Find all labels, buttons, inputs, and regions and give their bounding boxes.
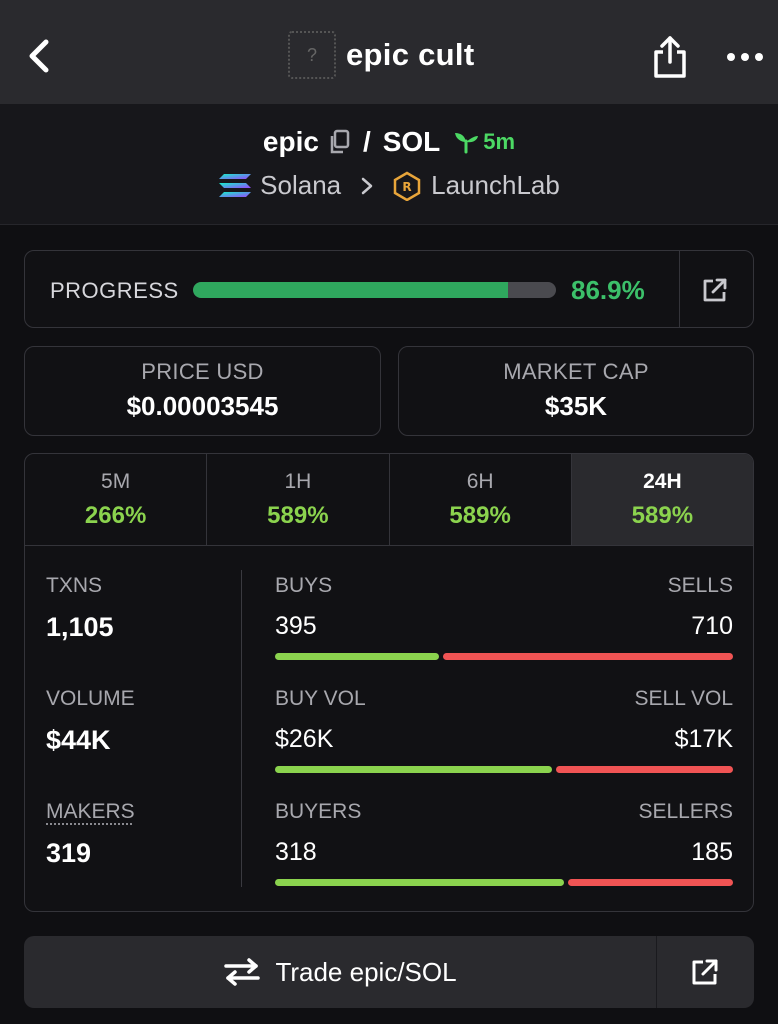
pair-age: 5m bbox=[483, 129, 516, 154]
tab-change: 589% bbox=[267, 502, 329, 529]
column-divider bbox=[241, 570, 242, 887]
header-title-group: ? epic cult bbox=[288, 30, 474, 80]
sellers-value: 185 bbox=[691, 838, 733, 866]
sprout-icon bbox=[455, 133, 479, 154]
progress-fill bbox=[193, 282, 509, 298]
sell-vol-value: $17K bbox=[674, 725, 733, 753]
timeframe-stats-card: 5M 266% 1H 589% 6H 589% 24H 589% TXNS 1,… bbox=[24, 453, 754, 912]
trade-bar: Trade epic/SOL bbox=[24, 936, 754, 1008]
split-labels: BUYS SELLS bbox=[275, 574, 733, 598]
copy-icon[interactable] bbox=[327, 129, 351, 155]
volume-value: $44K bbox=[46, 725, 111, 755]
price-usd-card: PRICE USD $0.00003545 bbox=[24, 346, 381, 436]
sells-value: 710 bbox=[691, 612, 733, 640]
split-values: 318 185 bbox=[275, 838, 733, 867]
makers-metric: MAKERS 319 bbox=[46, 800, 226, 869]
buys-label: BUYS bbox=[275, 574, 333, 597]
txns-value: 1,105 bbox=[46, 612, 114, 642]
swap-arrows-icon bbox=[224, 958, 261, 986]
tab-24h[interactable]: 24H 589% bbox=[571, 454, 753, 545]
buy-bar bbox=[275, 766, 553, 773]
sells-label: SELLS bbox=[667, 574, 733, 597]
sellers-label: SELLERS bbox=[638, 800, 733, 823]
buys-sells-bar bbox=[275, 653, 733, 660]
tab-label: 5M bbox=[101, 470, 131, 493]
makers-split: BUYERS SELLERS 318 185 bbox=[275, 800, 733, 886]
external-link-icon[interactable] bbox=[702, 277, 728, 303]
base-symbol: epic bbox=[262, 126, 319, 157]
chevron-right-icon bbox=[361, 177, 373, 194]
tab-change: 589% bbox=[449, 502, 511, 529]
progress-card: PROGRESS 86.9% bbox=[24, 250, 754, 328]
solana-icon bbox=[219, 173, 252, 197]
split-values: 395 710 bbox=[275, 612, 733, 641]
tab-change: 589% bbox=[631, 502, 694, 529]
progress-percent: 86.9% bbox=[571, 275, 645, 305]
token-placeholder-icon: ? bbox=[288, 31, 336, 79]
buy-vol-label: BUY VOL bbox=[275, 687, 366, 710]
more-options-icon[interactable] bbox=[725, 50, 765, 64]
chain-breadcrumb: Solana R LaunchLab bbox=[0, 170, 778, 201]
tab-change: 266% bbox=[84, 502, 147, 529]
trade-button[interactable]: Trade epic/SOL bbox=[24, 936, 656, 1008]
share-icon[interactable] bbox=[650, 34, 690, 80]
sell-bar bbox=[442, 653, 733, 660]
back-arrow-icon[interactable] bbox=[22, 36, 58, 76]
divider bbox=[679, 251, 680, 327]
tab-1h[interactable]: 1H 589% bbox=[207, 454, 390, 545]
progress-label: PROGRESS bbox=[50, 278, 179, 303]
chain-name[interactable]: Solana bbox=[260, 170, 342, 200]
sell-bar bbox=[556, 766, 733, 773]
divider bbox=[656, 936, 657, 1008]
txns-metric: TXNS 1,105 bbox=[46, 574, 226, 643]
volume-bar bbox=[275, 766, 733, 773]
tab-label: 6H bbox=[466, 470, 494, 493]
tab-5m[interactable]: 5M 266% bbox=[25, 454, 208, 545]
external-link-icon[interactable] bbox=[691, 958, 719, 986]
buy-bar bbox=[275, 653, 439, 660]
makers-value: 319 bbox=[46, 838, 92, 868]
timeframe-tabs: 5M 266% 1H 589% 6H 589% 24H 589% bbox=[25, 454, 753, 546]
volume-label: VOLUME bbox=[46, 687, 135, 710]
split-labels: BUYERS SELLERS bbox=[275, 800, 733, 824]
split-values: $26K $17K bbox=[275, 725, 733, 754]
pair-header: epic / SOL 5m Solana R LaunchLab bbox=[0, 104, 778, 225]
price-usd-label: PRICE USD bbox=[141, 359, 264, 384]
page-title: epic cult bbox=[346, 37, 475, 72]
progress-bar bbox=[193, 282, 556, 298]
buy-vol-value: $26K bbox=[275, 725, 334, 753]
sell-bar bbox=[568, 879, 733, 886]
buys-sells-split: BUYS SELLS 395 710 bbox=[275, 574, 733, 660]
buy-bar bbox=[275, 879, 565, 886]
split-labels: BUY VOL SELL VOL bbox=[275, 687, 733, 711]
market-cap-card: MARKET CAP $35K bbox=[398, 346, 754, 436]
makers-label[interactable]: MAKERS bbox=[46, 800, 135, 823]
buyers-value: 318 bbox=[275, 838, 317, 866]
price-usd-value: $0.00003545 bbox=[126, 391, 279, 421]
dex-name[interactable]: LaunchLab bbox=[431, 170, 560, 200]
buyers-label: BUYERS bbox=[275, 800, 362, 823]
market-cap-value: $35K bbox=[544, 391, 608, 421]
tab-label: 1H bbox=[284, 470, 312, 493]
pair-slash: / bbox=[362, 126, 371, 157]
trade-label: Trade epic/SOL bbox=[275, 956, 457, 987]
buys-value: 395 bbox=[275, 612, 317, 640]
top-bar: ? epic cult bbox=[0, 0, 778, 104]
volume-metric: VOLUME $44K bbox=[46, 687, 226, 756]
tab-label: 24H bbox=[643, 470, 682, 493]
market-cap-label: MARKET CAP bbox=[503, 359, 649, 384]
quote-symbol: SOL bbox=[382, 126, 441, 157]
tab-6h[interactable]: 6H 589% bbox=[390, 454, 572, 545]
makers-bar bbox=[275, 879, 733, 886]
txns-label: TXNS bbox=[46, 574, 103, 597]
volume-split: BUY VOL SELL VOL $26K $17K bbox=[275, 687, 733, 773]
pair-row: epic / SOL 5m bbox=[0, 126, 778, 158]
sell-vol-label: SELL VOL bbox=[634, 687, 733, 710]
svg-text:R: R bbox=[403, 180, 412, 194]
launchlab-icon: R bbox=[393, 171, 421, 201]
